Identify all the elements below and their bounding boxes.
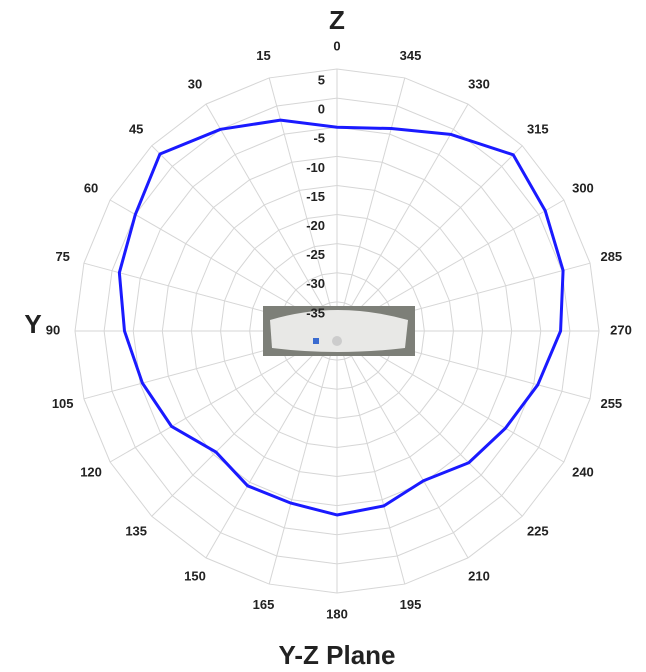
angle-label: 345 [400,48,422,63]
angle-label: 315 [527,122,549,137]
r-tick-label: 5 [318,72,325,87]
angle-label: 105 [52,396,74,411]
plot: 0 15 30 45 60 75 90 105 120 135 150 165 180 195 210 225… [46,38,632,621]
grid-spoke [336,330,469,559]
chart-title: Y-Z Plane [278,640,395,670]
angle-label: 210 [468,568,490,583]
angle-label: 60 [84,180,98,195]
angle-label: 150 [184,568,206,583]
grid-spoke [268,77,338,332]
series-line [117,118,565,517]
r-tick-label: -25 [306,247,325,262]
angle-label: 165 [253,597,275,612]
r-tick-label: -30 [306,276,325,291]
y-axis-label: Y [24,309,41,339]
angle-label: 270 [610,322,632,337]
device-photo [263,306,415,356]
angle-label: 225 [527,523,549,538]
r-tick-label: -10 [306,160,325,175]
angle-label: 285 [600,249,622,264]
angle-label: 195 [400,597,422,612]
angle-label: 120 [80,464,102,479]
angle-label: 240 [572,464,594,479]
angle-label: 45 [129,122,143,137]
angle-label: 30 [188,76,202,91]
angle-label: 255 [600,396,622,411]
r-tick-label: -5 [313,131,325,146]
grid-spoke [336,103,469,332]
angle-label: 180 [326,606,348,621]
grid-spoke [205,103,338,332]
grid-spoke [336,330,406,585]
angle-label: 75 [55,249,69,264]
angle-label: 90 [46,322,60,337]
grid-spoke [268,330,338,585]
z-axis-label: Z [329,5,345,35]
angle-label: 15 [256,48,270,63]
grid-spoke [336,145,523,332]
angle-label: 330 [468,76,490,91]
r-tick-label: -35 [306,305,325,320]
r-tick-label: -15 [306,189,325,204]
angle-label: 0 [333,38,340,53]
grid-spoke [336,330,523,517]
grid-spoke [151,145,338,332]
r-tick-label: -20 [306,218,325,233]
grid [74,68,600,594]
angle-label: 300 [572,180,594,195]
angle-label: 135 [125,523,147,538]
grid-spoke [151,330,338,517]
grid-spoke [336,77,406,332]
r-tick-label: 0 [318,102,325,117]
grid-spoke [205,330,338,559]
